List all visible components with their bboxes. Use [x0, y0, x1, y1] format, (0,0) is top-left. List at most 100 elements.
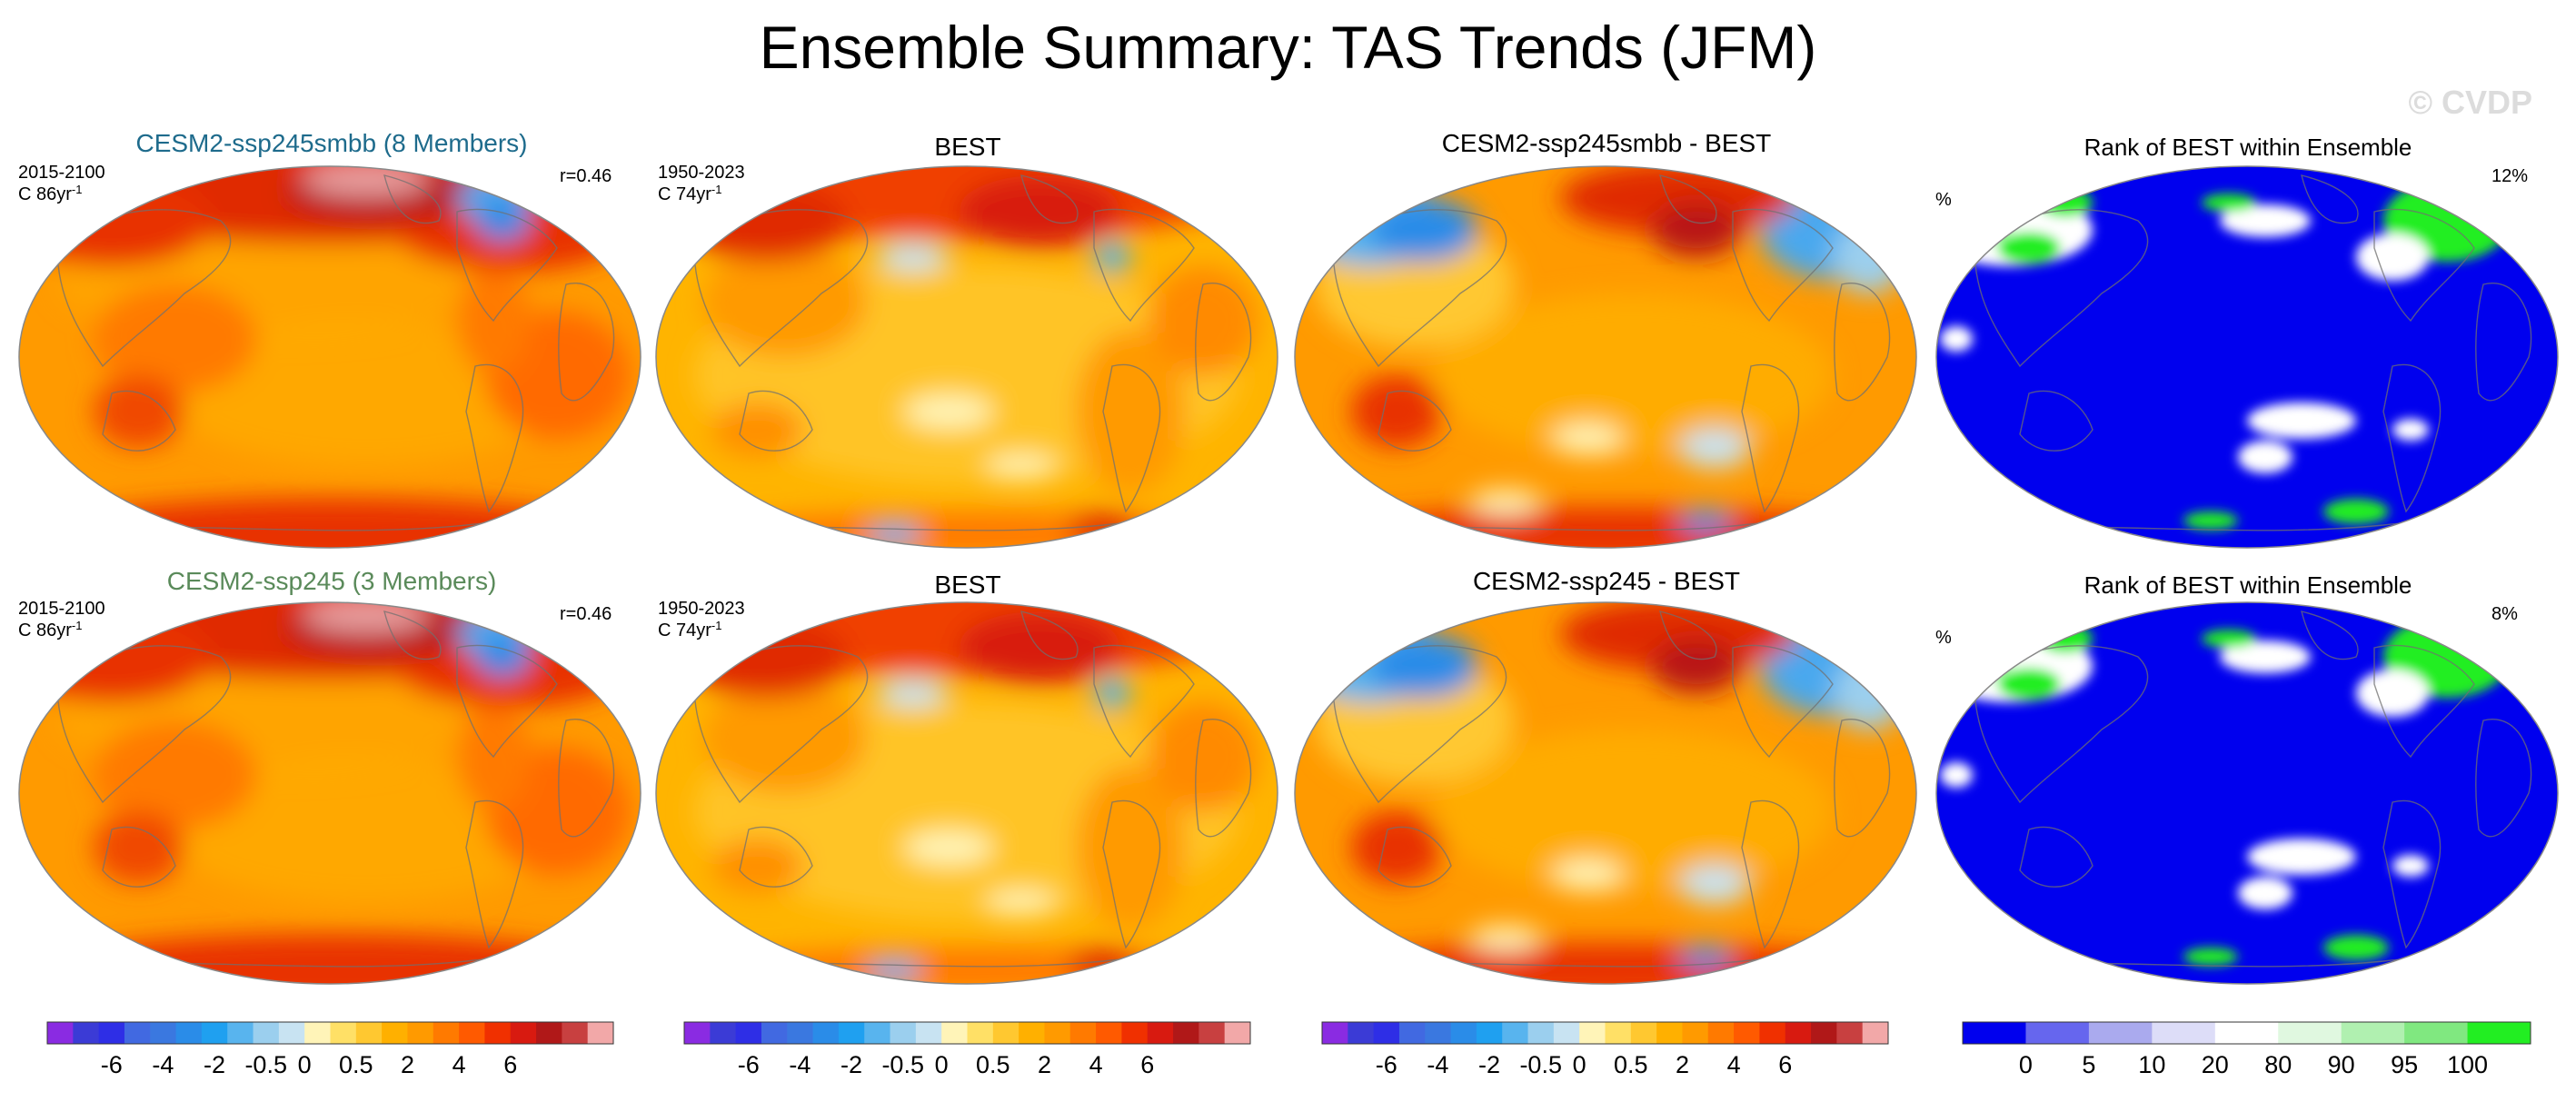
colorbar-swatch [484, 1022, 512, 1044]
colorbar-swatch [838, 1022, 865, 1044]
ensemble-trend-map [18, 601, 642, 985]
colorbar-swatch [1450, 1022, 1477, 1044]
trend-colorbar: -6 -4 -2 -0.5 0 0.5 2 4 6 [46, 1021, 614, 1078]
colorbar-tick-label: 6 [1778, 1051, 1792, 1078]
colorbar-frame [683, 1021, 1251, 1045]
colorbar-swatch [124, 1022, 151, 1044]
difference-panel-title: CESM2-ssp245 - BEST [1472, 567, 1741, 595]
rank-percent-label: 12% [2491, 166, 2529, 186]
ensemble-panel-title: CESM2-ssp245smbb (8 Members) [135, 129, 528, 157]
colorbar-swatch [2214, 1022, 2279, 1044]
colorbar-tick-label: 4 [453, 1051, 466, 1078]
colorbar-frame [46, 1021, 614, 1045]
colorbar-tick-label: 4 [1727, 1051, 1741, 1078]
colorbar-swatch [175, 1022, 203, 1044]
colorbar-tick-label: 100 [2447, 1051, 2488, 1078]
colorbar-tick-label: 95 [2391, 1051, 2418, 1078]
colorbar-swatch [2404, 1022, 2469, 1044]
ensemble-period: 2015-2100 [18, 163, 105, 183]
ensemble-units: C 86yr-1 [18, 619, 83, 640]
colorbar-swatch [1121, 1022, 1149, 1044]
colorbar-swatch [1373, 1022, 1400, 1044]
colorbar-swatch [1069, 1022, 1097, 1044]
colorbar-swatch [278, 1022, 305, 1044]
colorbar-tick-label: -4 [152, 1051, 174, 1078]
colorbar-swatch [1862, 1022, 1889, 1044]
colorbar-tick-label: 0.5 [1614, 1051, 1648, 1078]
colorbar-swatch [227, 1022, 254, 1044]
colorbar-swatch [1963, 1022, 2026, 1044]
cvdp-watermark: © CVDP [2408, 84, 2532, 121]
colorbar-tick-label: 0.5 [339, 1051, 373, 1078]
colorbar-swatch [941, 1022, 968, 1044]
colorbar-tick-label: 6 [1140, 1051, 1154, 1078]
colorbar-swatch [1322, 1022, 1348, 1044]
colorbar-tick-label: -0.5 [1519, 1051, 1562, 1078]
colorbar-swatch [1682, 1022, 1709, 1044]
colorbar-swatch [2278, 1022, 2342, 1044]
colorbar-swatch [992, 1022, 1019, 1044]
colorbar-swatch [1476, 1022, 1503, 1044]
colorbar-tick-label: -4 [789, 1051, 811, 1078]
colorbar-swatch [1019, 1022, 1045, 1044]
obs-period: 1950-2023 [658, 599, 745, 619]
colorbar-swatch [812, 1022, 840, 1044]
colorbar-frame [1962, 1021, 2531, 1045]
colorbar-swatch [536, 1022, 562, 1044]
colorbar-swatch [407, 1022, 434, 1044]
ensemble-panel-title: CESM2-ssp245 (3 Members) [166, 567, 497, 595]
colorbar-swatch [459, 1022, 485, 1044]
rank-panel-title: Rank of BEST within Ensemble [2084, 571, 2412, 599]
colorbar-swatch [201, 1022, 228, 1044]
colorbar-swatch [1147, 1022, 1174, 1044]
colorbar-swatch [1173, 1022, 1199, 1044]
figure-title: Ensemble Summary: TAS Trends (JFM) [759, 14, 1817, 81]
colorbar-tick-label: -2 [1478, 1051, 1500, 1078]
colorbar-swatch [890, 1022, 917, 1044]
rank-map [1935, 165, 2559, 549]
rank-panel-title: Rank of BEST within Ensemble [2084, 134, 2412, 161]
ensemble-units: C 86yr-1 [18, 183, 83, 204]
colorbar-tick-label: -6 [738, 1051, 760, 1078]
colorbar-swatch [2025, 1022, 2090, 1044]
colorbar-swatch [1630, 1022, 1657, 1044]
colorbar-swatch [1707, 1022, 1735, 1044]
trend-colorbar: -6 -4 -2 -0.5 0 0.5 2 4 6 [683, 1021, 1251, 1078]
colorbar-swatch [304, 1022, 331, 1044]
colorbar-tick-label: -2 [840, 1051, 862, 1078]
colorbar-tick-label: 2 [1676, 1051, 1689, 1078]
rank-unit-label: % [1935, 628, 1952, 648]
colorbar-swatch [1553, 1022, 1580, 1044]
colorbar-swatch [1785, 1022, 1812, 1044]
colorbar-swatch [73, 1022, 100, 1044]
colorbar-tick-label: -6 [101, 1051, 123, 1078]
obs-period: 1950-2023 [658, 163, 745, 183]
colorbar-frame [1321, 1021, 1889, 1045]
colorbar-swatch [915, 1022, 942, 1044]
colorbar-tick-label: -2 [204, 1051, 225, 1078]
colorbar-swatch [967, 1022, 994, 1044]
colorbar-tick-label: 0 [1573, 1051, 1586, 1078]
observed-trend-map [655, 165, 1278, 549]
colorbar-swatch [150, 1022, 177, 1044]
colorbar-swatch [684, 1022, 711, 1044]
colorbar-swatch [1527, 1022, 1555, 1044]
colorbar-tick-label: -4 [1427, 1051, 1448, 1078]
colorbar-tick-label: 6 [503, 1051, 517, 1078]
colorbar-swatch [787, 1022, 814, 1044]
pattern-correlation: r=0.46 [560, 166, 612, 186]
colorbar-swatch [98, 1022, 125, 1044]
difference-map [1294, 601, 1917, 985]
colorbar-swatch [587, 1022, 614, 1044]
colorbar-tick-label: 0 [2019, 1051, 2033, 1078]
colorbar-swatch [710, 1022, 737, 1044]
colorbar-tick-label: 80 [2264, 1051, 2292, 1078]
colorbar-swatch [562, 1022, 589, 1044]
colorbar-tick-label: -0.5 [244, 1051, 287, 1078]
obs-units: C 74yr-1 [658, 619, 722, 640]
colorbar-tick-label: 2 [401, 1051, 414, 1078]
colorbar-swatch [1836, 1022, 1864, 1044]
difference-panel-title: CESM2-ssp245smbb - BEST [1441, 129, 1772, 157]
